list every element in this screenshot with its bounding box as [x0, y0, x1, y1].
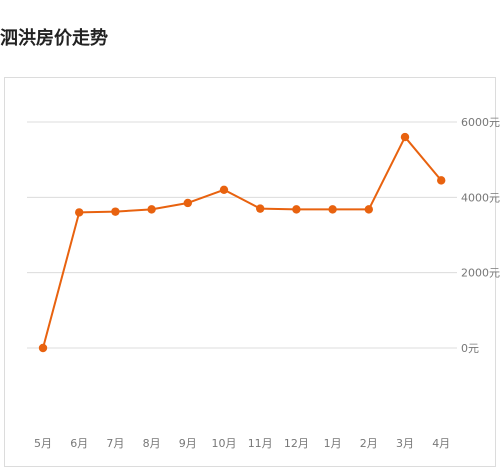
data-point	[219, 185, 229, 194]
y-tick-label: 0元	[461, 342, 479, 355]
y-tick-label: 2000元	[461, 267, 500, 280]
x-tick-label: 4月	[432, 437, 450, 450]
data-point	[256, 204, 265, 213]
x-tick-label: 10月	[212, 437, 237, 450]
data-point	[328, 205, 337, 214]
chart-title: 泗洪房价走势	[0, 28, 108, 49]
series-line	[42, 136, 443, 349]
y-tick-label: 4000元	[461, 191, 500, 204]
x-tick-label: 5月	[34, 437, 52, 450]
chart-frame	[4, 77, 496, 467]
x-tick-label: 12月	[284, 437, 309, 450]
y-tick-label: 6000元	[461, 116, 500, 129]
data-point	[364, 205, 373, 214]
data-point	[400, 132, 410, 142]
data-point	[38, 343, 48, 353]
data-point	[111, 207, 120, 216]
x-tick-label: 11月	[248, 437, 273, 450]
x-tick-label: 1月	[324, 437, 342, 450]
x-tick-label: 8月	[143, 437, 161, 450]
x-tick-label: 6月	[70, 437, 88, 450]
data-point	[292, 205, 301, 214]
data-point	[183, 198, 192, 208]
x-tick-label: 7月	[106, 437, 124, 450]
x-tick-label: 9月	[179, 437, 197, 450]
x-tick-label: 2月	[360, 437, 378, 450]
data-point	[147, 205, 156, 214]
data-point	[75, 208, 84, 217]
x-tick-label: 3月	[396, 437, 414, 450]
data-point	[437, 176, 446, 185]
